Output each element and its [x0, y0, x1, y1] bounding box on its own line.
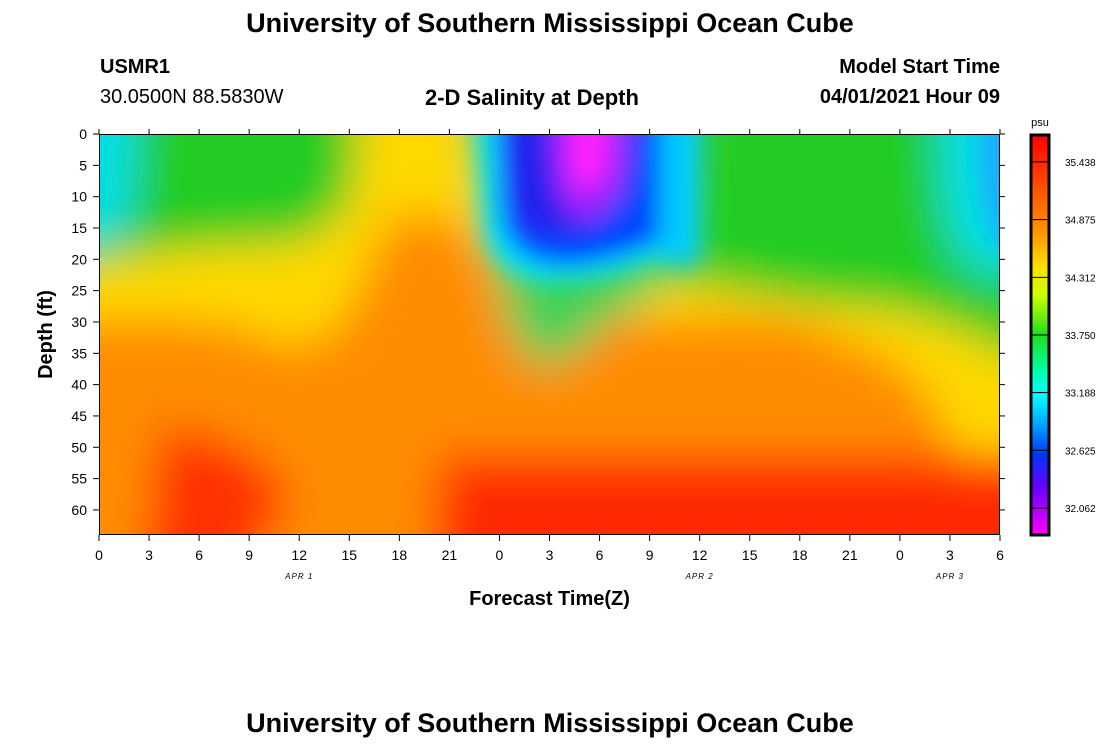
- x-tick-label: 0: [95, 547, 103, 563]
- x-tick-label: 3: [145, 547, 153, 563]
- x-tick-label: 9: [646, 547, 654, 563]
- x-tick-label: 18: [392, 547, 408, 563]
- footer-title: University of Southern Mississippi Ocean…: [246, 708, 854, 738]
- plot-title: 2-D Salinity at Depth: [425, 85, 639, 110]
- x-tick-label: 6: [596, 547, 604, 563]
- x-date-label: APR 2: [685, 572, 714, 581]
- salinity-heatmap: [99, 134, 1000, 535]
- colorbar-tick-label: 34.875: [1065, 216, 1096, 227]
- x-tick-label: 3: [546, 547, 554, 563]
- x-tick-label: 0: [896, 547, 904, 563]
- y-tick-label: 55: [71, 471, 87, 487]
- x-tick-label: 21: [842, 547, 858, 563]
- x-axis-title: Forecast Time(Z): [469, 588, 630, 610]
- station-id: USMR1: [100, 56, 171, 78]
- x-tick-label: 9: [245, 547, 253, 563]
- colorbar-tick-label: 35.438: [1065, 158, 1096, 169]
- y-tick-label: 30: [71, 314, 87, 330]
- x-tick-label: 0: [496, 547, 504, 563]
- colorbar-tick-label: 34.312: [1065, 273, 1096, 284]
- y-tick-label: 15: [71, 220, 87, 236]
- x-date-label: APR 1: [284, 572, 313, 581]
- y-tick-label: 10: [71, 189, 87, 205]
- x-tick-label: 3: [946, 547, 954, 563]
- model-start-value: 04/01/2021 Hour 09: [819, 86, 1000, 108]
- salinity-field: [100, 135, 999, 534]
- x-tick-label: 6: [996, 547, 1004, 563]
- x-date-label: APR 3: [935, 572, 964, 581]
- station-coords: 30.0500N 88.5830W: [100, 86, 284, 108]
- y-tick-label: 35: [71, 345, 87, 361]
- y-tick-label: 60: [71, 502, 87, 518]
- colorbar-unit: psu: [1031, 117, 1049, 129]
- y-tick-label: 45: [71, 408, 87, 424]
- page-title: University of Southern Mississippi Ocean…: [246, 8, 854, 38]
- y-tick-label: 50: [71, 439, 87, 455]
- x-tick-label: 18: [792, 547, 808, 563]
- x-tick-label: 15: [341, 547, 357, 563]
- y-tick-label: 40: [71, 377, 87, 393]
- colorbar-tick-label: 33.188: [1065, 389, 1096, 400]
- x-tick-label: 21: [442, 547, 458, 563]
- y-axis-title: Depth (ft): [35, 290, 57, 379]
- y-tick-label: 0: [79, 126, 87, 142]
- colorbar-tick-label: 33.750: [1065, 331, 1096, 342]
- y-tick-label: 20: [71, 251, 87, 267]
- x-tick-label: 12: [692, 547, 708, 563]
- x-tick-label: 6: [195, 547, 203, 563]
- y-tick-label: 5: [79, 157, 87, 173]
- model-start-label: Model Start Time: [839, 56, 1000, 78]
- x-tick-label: 15: [742, 547, 758, 563]
- y-tick-label: 25: [71, 283, 87, 299]
- colorbar-tick-label: 32.625: [1065, 446, 1096, 457]
- colorbar-tick-label: 32.062: [1065, 504, 1096, 515]
- x-tick-label: 12: [291, 547, 307, 563]
